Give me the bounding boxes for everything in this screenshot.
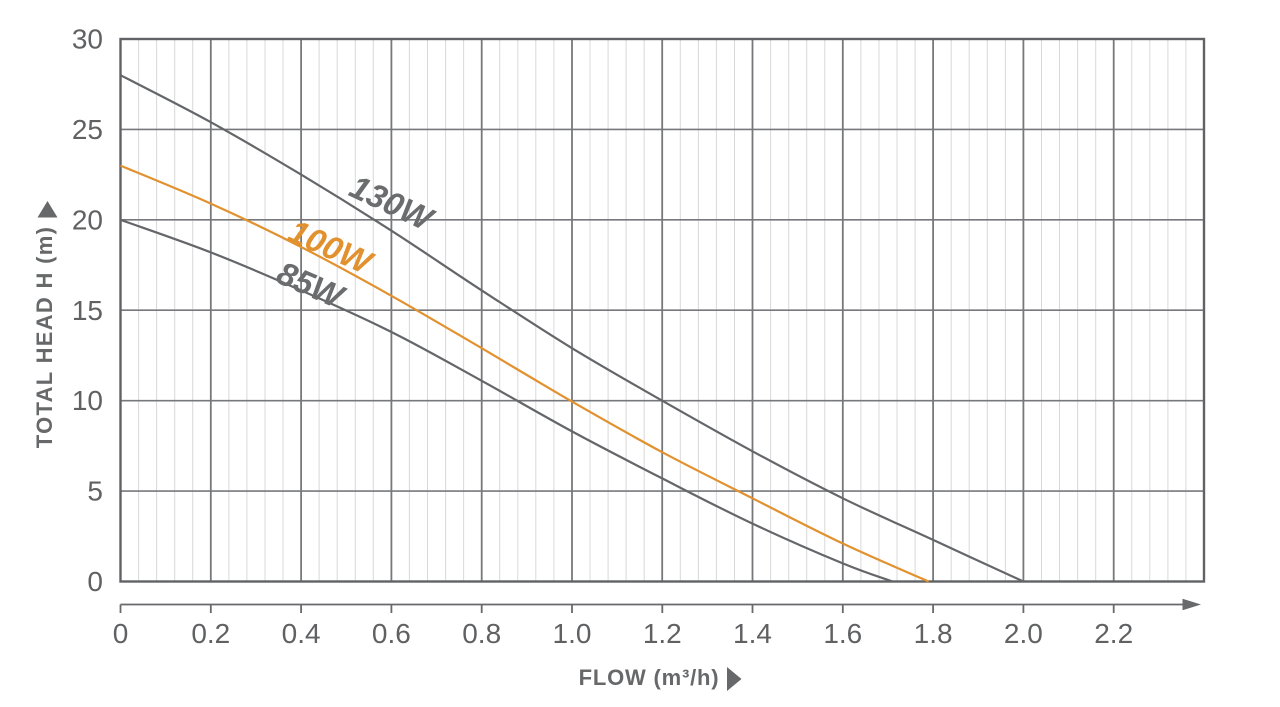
svg-text:0.4: 0.4 xyxy=(282,618,321,649)
svg-text:0: 0 xyxy=(87,566,103,597)
svg-text:1.6: 1.6 xyxy=(823,618,862,649)
svg-text:25: 25 xyxy=(72,114,103,145)
svg-text:1.2: 1.2 xyxy=(643,618,682,649)
svg-text:10: 10 xyxy=(72,385,103,416)
svg-text:0.8: 0.8 xyxy=(462,618,501,649)
svg-text:FLOW (m³/h): FLOW (m³/h) xyxy=(579,665,720,690)
svg-text:TOTAL HEAD H (m): TOTAL HEAD H (m) xyxy=(32,226,57,448)
svg-text:5: 5 xyxy=(87,476,103,507)
svg-text:1.0: 1.0 xyxy=(553,618,592,649)
svg-text:20: 20 xyxy=(72,204,103,235)
svg-text:0.2: 0.2 xyxy=(191,618,230,649)
svg-text:2.0: 2.0 xyxy=(1004,618,1043,649)
svg-text:30: 30 xyxy=(72,24,103,55)
svg-text:0: 0 xyxy=(113,618,129,649)
svg-text:0.6: 0.6 xyxy=(372,618,411,649)
svg-text:1.8: 1.8 xyxy=(914,618,953,649)
svg-text:1.4: 1.4 xyxy=(733,618,772,649)
svg-text:2.2: 2.2 xyxy=(1094,618,1133,649)
svg-text:15: 15 xyxy=(72,295,103,326)
